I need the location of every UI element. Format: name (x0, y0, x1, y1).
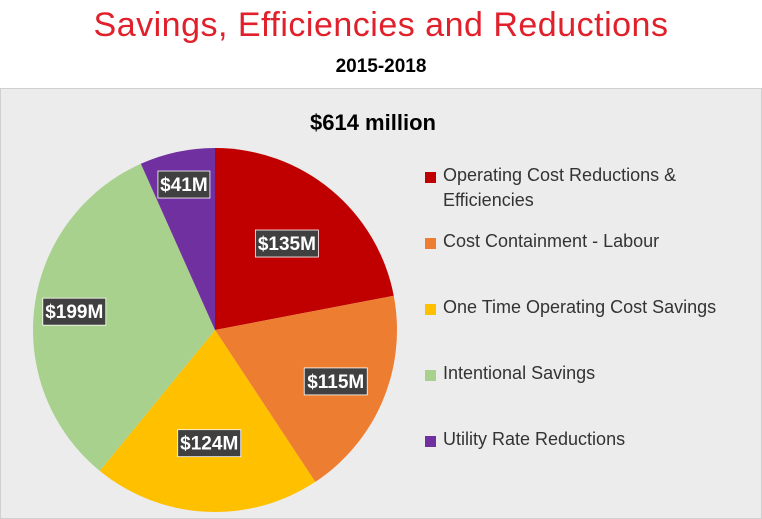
legend-label: Intentional Savings (443, 363, 596, 383)
pie-slice (99, 330, 316, 513)
legend-swatch (425, 436, 436, 447)
data-label-text: $41M (160, 175, 208, 196)
data-label-background (42, 297, 107, 326)
data-label: $135M (254, 229, 319, 258)
data-label-text: $115M (307, 372, 364, 393)
legend-label: Operating Cost Reductions & Efficiencies (443, 165, 677, 210)
legend-label: Utility Rate Reductions (443, 429, 626, 449)
data-label-text: $135M (258, 234, 316, 255)
data-label: $41M (157, 170, 211, 199)
data-label-text: $124M (180, 434, 238, 455)
data-label: $124M (177, 429, 242, 458)
data-label: $115M (303, 367, 368, 396)
data-label-background (157, 170, 211, 199)
legend-swatch (425, 172, 436, 183)
data-label-background (254, 229, 319, 258)
legend-label: One Time Operating Cost Savings (443, 297, 717, 317)
total-label: $614 million (310, 110, 436, 135)
legend-swatch (425, 304, 436, 315)
data-label-background (177, 429, 242, 458)
legend-swatch (425, 370, 436, 381)
pie-slice (33, 163, 216, 471)
data-label-background (303, 367, 368, 396)
legend-label: Cost Containment - Labour (443, 231, 660, 251)
legend-swatch (425, 238, 436, 249)
data-label-text: $199M (45, 302, 103, 323)
chart-title: Savings, Efficiencies and Reductions (93, 6, 669, 44)
chart-subtitle: 2015-2018 (335, 56, 427, 77)
data-label: $199M (42, 297, 107, 326)
